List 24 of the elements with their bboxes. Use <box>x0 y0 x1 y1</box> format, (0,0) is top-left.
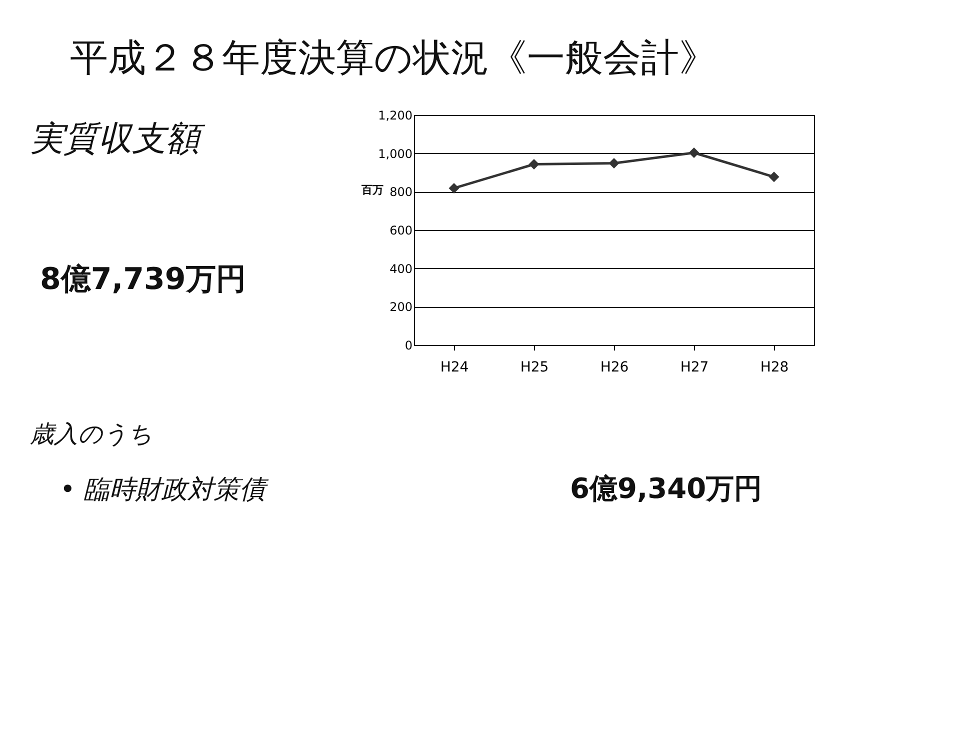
y-tick-label: 600 <box>390 224 412 238</box>
y-axis-title: 百万 <box>360 184 384 196</box>
point <box>768 172 780 182</box>
x-tick-label: H27 <box>680 360 709 376</box>
text: • 臨時財政対策債 <box>60 475 270 505</box>
y-tick-label: 800 <box>390 185 412 200</box>
text: 実質収支額 <box>30 119 206 159</box>
point <box>528 159 540 170</box>
x-tick-label: H28 <box>760 360 789 376</box>
point <box>608 158 620 169</box>
y-tick-label: 200 <box>390 300 412 314</box>
point <box>688 148 700 158</box>
x-tick-label: H25 <box>520 360 549 376</box>
x-tick-label: H24 <box>440 360 469 376</box>
text: 歳入のうち <box>30 420 153 448</box>
y-tick-label: 0 <box>404 338 412 352</box>
y-tick-label: 400 <box>390 262 412 276</box>
y-tick-label: 1,000 <box>378 146 412 161</box>
y-tick-label: 1,200 <box>378 108 412 122</box>
text: 6億9,340万円 <box>570 472 762 505</box>
text: 8億7,739万円 <box>40 262 246 297</box>
point <box>448 182 460 194</box>
chart-title: 平成２８年度決算の状況《一般会計》 <box>70 36 717 80</box>
x-tick-label: H26 <box>600 360 629 376</box>
